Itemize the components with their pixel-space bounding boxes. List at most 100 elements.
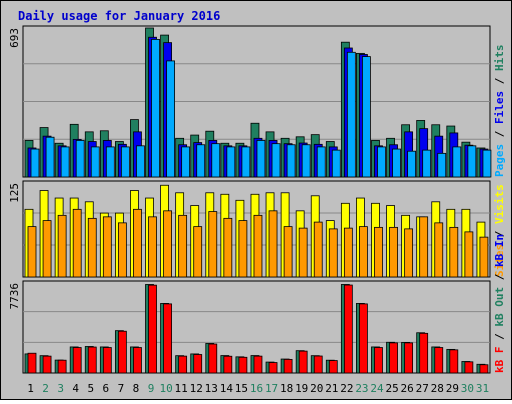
- top-bar-pages: [241, 146, 251, 178]
- middle-bar-sites: [343, 227, 353, 278]
- middle-bar-sites: [117, 222, 127, 278]
- top-bar-pages: [392, 148, 401, 178]
- bottom-bar-kb-f: [163, 303, 172, 374]
- top-bar-pages: [226, 146, 236, 178]
- middle-bar-sites: [223, 217, 233, 278]
- bottom-bar-kb-f: [223, 355, 233, 374]
- middle-bar-sites: [87, 217, 97, 278]
- legend-entry: /: [493, 327, 506, 347]
- x-tick-label: 24: [370, 382, 384, 395]
- x-tick-label: 1: [27, 382, 34, 395]
- bottom-bar-kb-f: [268, 362, 278, 374]
- top-bar-pages: [181, 146, 191, 178]
- x-tick-label: 16: [250, 382, 263, 395]
- x-tick-label: 26: [401, 382, 414, 395]
- middle-bar-sites: [298, 227, 308, 278]
- bottom-bar-kb-f: [359, 303, 368, 374]
- top-bar-pages: [256, 140, 266, 178]
- middle-bar-sites: [133, 208, 142, 278]
- x-tick-label: 20: [310, 382, 323, 395]
- bottom-bar-kb-f: [479, 364, 489, 374]
- bottom-bar-kb-f: [133, 347, 142, 374]
- middle-bar-sites: [253, 214, 263, 278]
- bottom-legend-label: kB F / kB Out / kB In: [493, 234, 506, 373]
- x-tick-label: 8: [133, 382, 140, 395]
- legend-entry: kB In: [493, 234, 506, 267]
- legend-entry: kB Out: [493, 287, 506, 327]
- middle-bar-sites: [374, 226, 383, 278]
- middle-bar-sites: [359, 226, 368, 278]
- bottom-bar-kb-f: [328, 360, 338, 374]
- bottom-bar-kb-f: [57, 359, 67, 374]
- top-bar-pages: [422, 149, 432, 178]
- bottom-bar-kb-f: [193, 354, 203, 374]
- top-bar-pages: [196, 144, 206, 178]
- x-tick-label: 7: [118, 382, 125, 395]
- x-tick-label: 25: [385, 382, 398, 395]
- top-bar-pages: [467, 145, 477, 178]
- bottom-bar-kb-f: [42, 355, 52, 374]
- top-bar-pages: [452, 146, 462, 178]
- bottom-bar-kb-f: [72, 347, 82, 374]
- top-ymax-label: 693: [8, 28, 21, 48]
- middle-bar-sites: [313, 221, 323, 278]
- x-tick-label: 19: [295, 382, 308, 395]
- middle-bar-sites: [57, 214, 67, 278]
- middle-bar-sites: [479, 236, 489, 278]
- middle-bar-sites: [419, 216, 429, 278]
- middle-bar-sites: [148, 216, 157, 278]
- x-tick-label: 27: [416, 382, 429, 395]
- bottom-bar-kb-f: [178, 355, 188, 374]
- x-tick-label: 9: [148, 382, 155, 395]
- bottom-bar-kb-f: [27, 352, 37, 374]
- bottom-bar-kb-f: [148, 284, 157, 374]
- middle-bar-sites: [42, 220, 52, 278]
- x-tick-label: 5: [87, 382, 94, 395]
- top-bar-pages: [30, 148, 40, 178]
- bottom-bar-kb-f: [404, 342, 414, 374]
- middle-bar-sites: [404, 228, 414, 278]
- middle-bar-sites: [208, 211, 218, 278]
- bottom-bar-kb-f: [283, 358, 293, 374]
- top-bar-pages: [75, 140, 85, 178]
- chart-title: Daily usage for January 2016: [18, 9, 220, 23]
- top-bar-pages: [377, 146, 386, 178]
- top-bar-pages: [151, 38, 160, 178]
- x-tick-label: 17: [265, 382, 278, 395]
- middle-bar-sites: [389, 226, 398, 278]
- middle-bar-sites: [163, 210, 172, 278]
- x-tick-label: 31: [476, 382, 489, 395]
- legend-entry: Pages: [493, 144, 506, 177]
- bottom-bar-kb-f: [374, 347, 383, 374]
- bottom-bar-kb-f: [434, 347, 444, 374]
- bottom-bar-kb-f: [208, 343, 218, 374]
- bottom-bar-kb-f: [389, 342, 398, 374]
- bottom-bar-kb-f: [343, 284, 353, 374]
- middle-ymax-label: 125: [8, 183, 21, 203]
- legend-entry: /: [493, 267, 506, 287]
- middle-bar-sites: [283, 226, 293, 278]
- top-bar-pages: [271, 143, 281, 178]
- x-tick-label: 14: [220, 382, 234, 395]
- legend-entry: Visits: [493, 184, 506, 224]
- middle-bar-sites: [72, 208, 82, 278]
- x-tick-label: 10: [159, 382, 172, 395]
- bottom-bar-kb-f: [102, 347, 112, 374]
- x-tick-label: 13: [205, 382, 218, 395]
- bottom-bar-kb-f: [449, 349, 459, 374]
- top-bar-pages: [437, 152, 447, 178]
- x-tick-label: 12: [190, 382, 203, 395]
- legend-entry: /: [493, 71, 506, 91]
- top-bar-pages: [60, 146, 70, 178]
- x-tick-label: 11: [175, 382, 188, 395]
- x-tick-label: 4: [72, 382, 79, 395]
- top-bar-pages: [301, 144, 311, 178]
- middle-bar-sites: [464, 231, 474, 278]
- middle-bar-sites: [27, 226, 37, 278]
- middle-legend-label: Sites / Visits: [493, 184, 506, 277]
- x-tick-label: 2: [42, 382, 49, 395]
- legend-entry: Hits: [493, 45, 506, 72]
- middle-bar-sites: [178, 214, 188, 278]
- legend-entry: kB F: [493, 347, 506, 374]
